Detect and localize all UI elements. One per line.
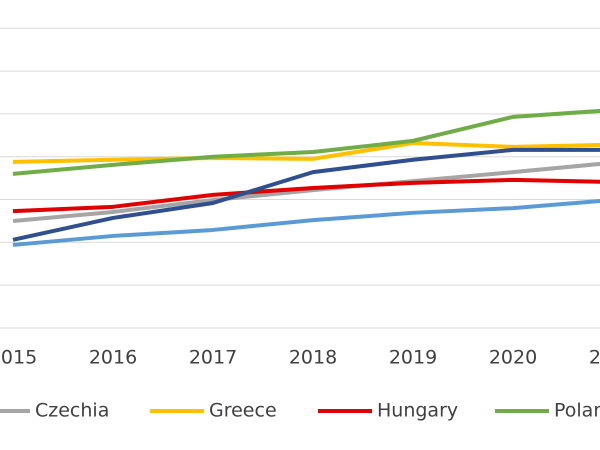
x-tick-label: 2016 <box>89 347 137 369</box>
line-series <box>12 161 600 223</box>
legend-label: Greece <box>209 400 277 422</box>
x-tick-label: 2019 <box>389 347 437 369</box>
x-tick-label: 2021 <box>589 347 600 369</box>
x-tick-label: 2020 <box>489 347 537 369</box>
legend-label: Hungary <box>377 400 458 422</box>
line-series <box>12 177 600 214</box>
line-series <box>12 141 600 164</box>
line-series <box>12 108 600 176</box>
legend-label: Poland <box>554 400 600 422</box>
x-tick-label: 2018 <box>289 347 337 369</box>
x-tick-label: 2017 <box>189 347 237 369</box>
line-series <box>12 147 600 242</box>
legend-label: Czechia <box>35 400 109 422</box>
x-tick-label: 2015 <box>0 347 37 369</box>
line-series <box>12 199 600 247</box>
